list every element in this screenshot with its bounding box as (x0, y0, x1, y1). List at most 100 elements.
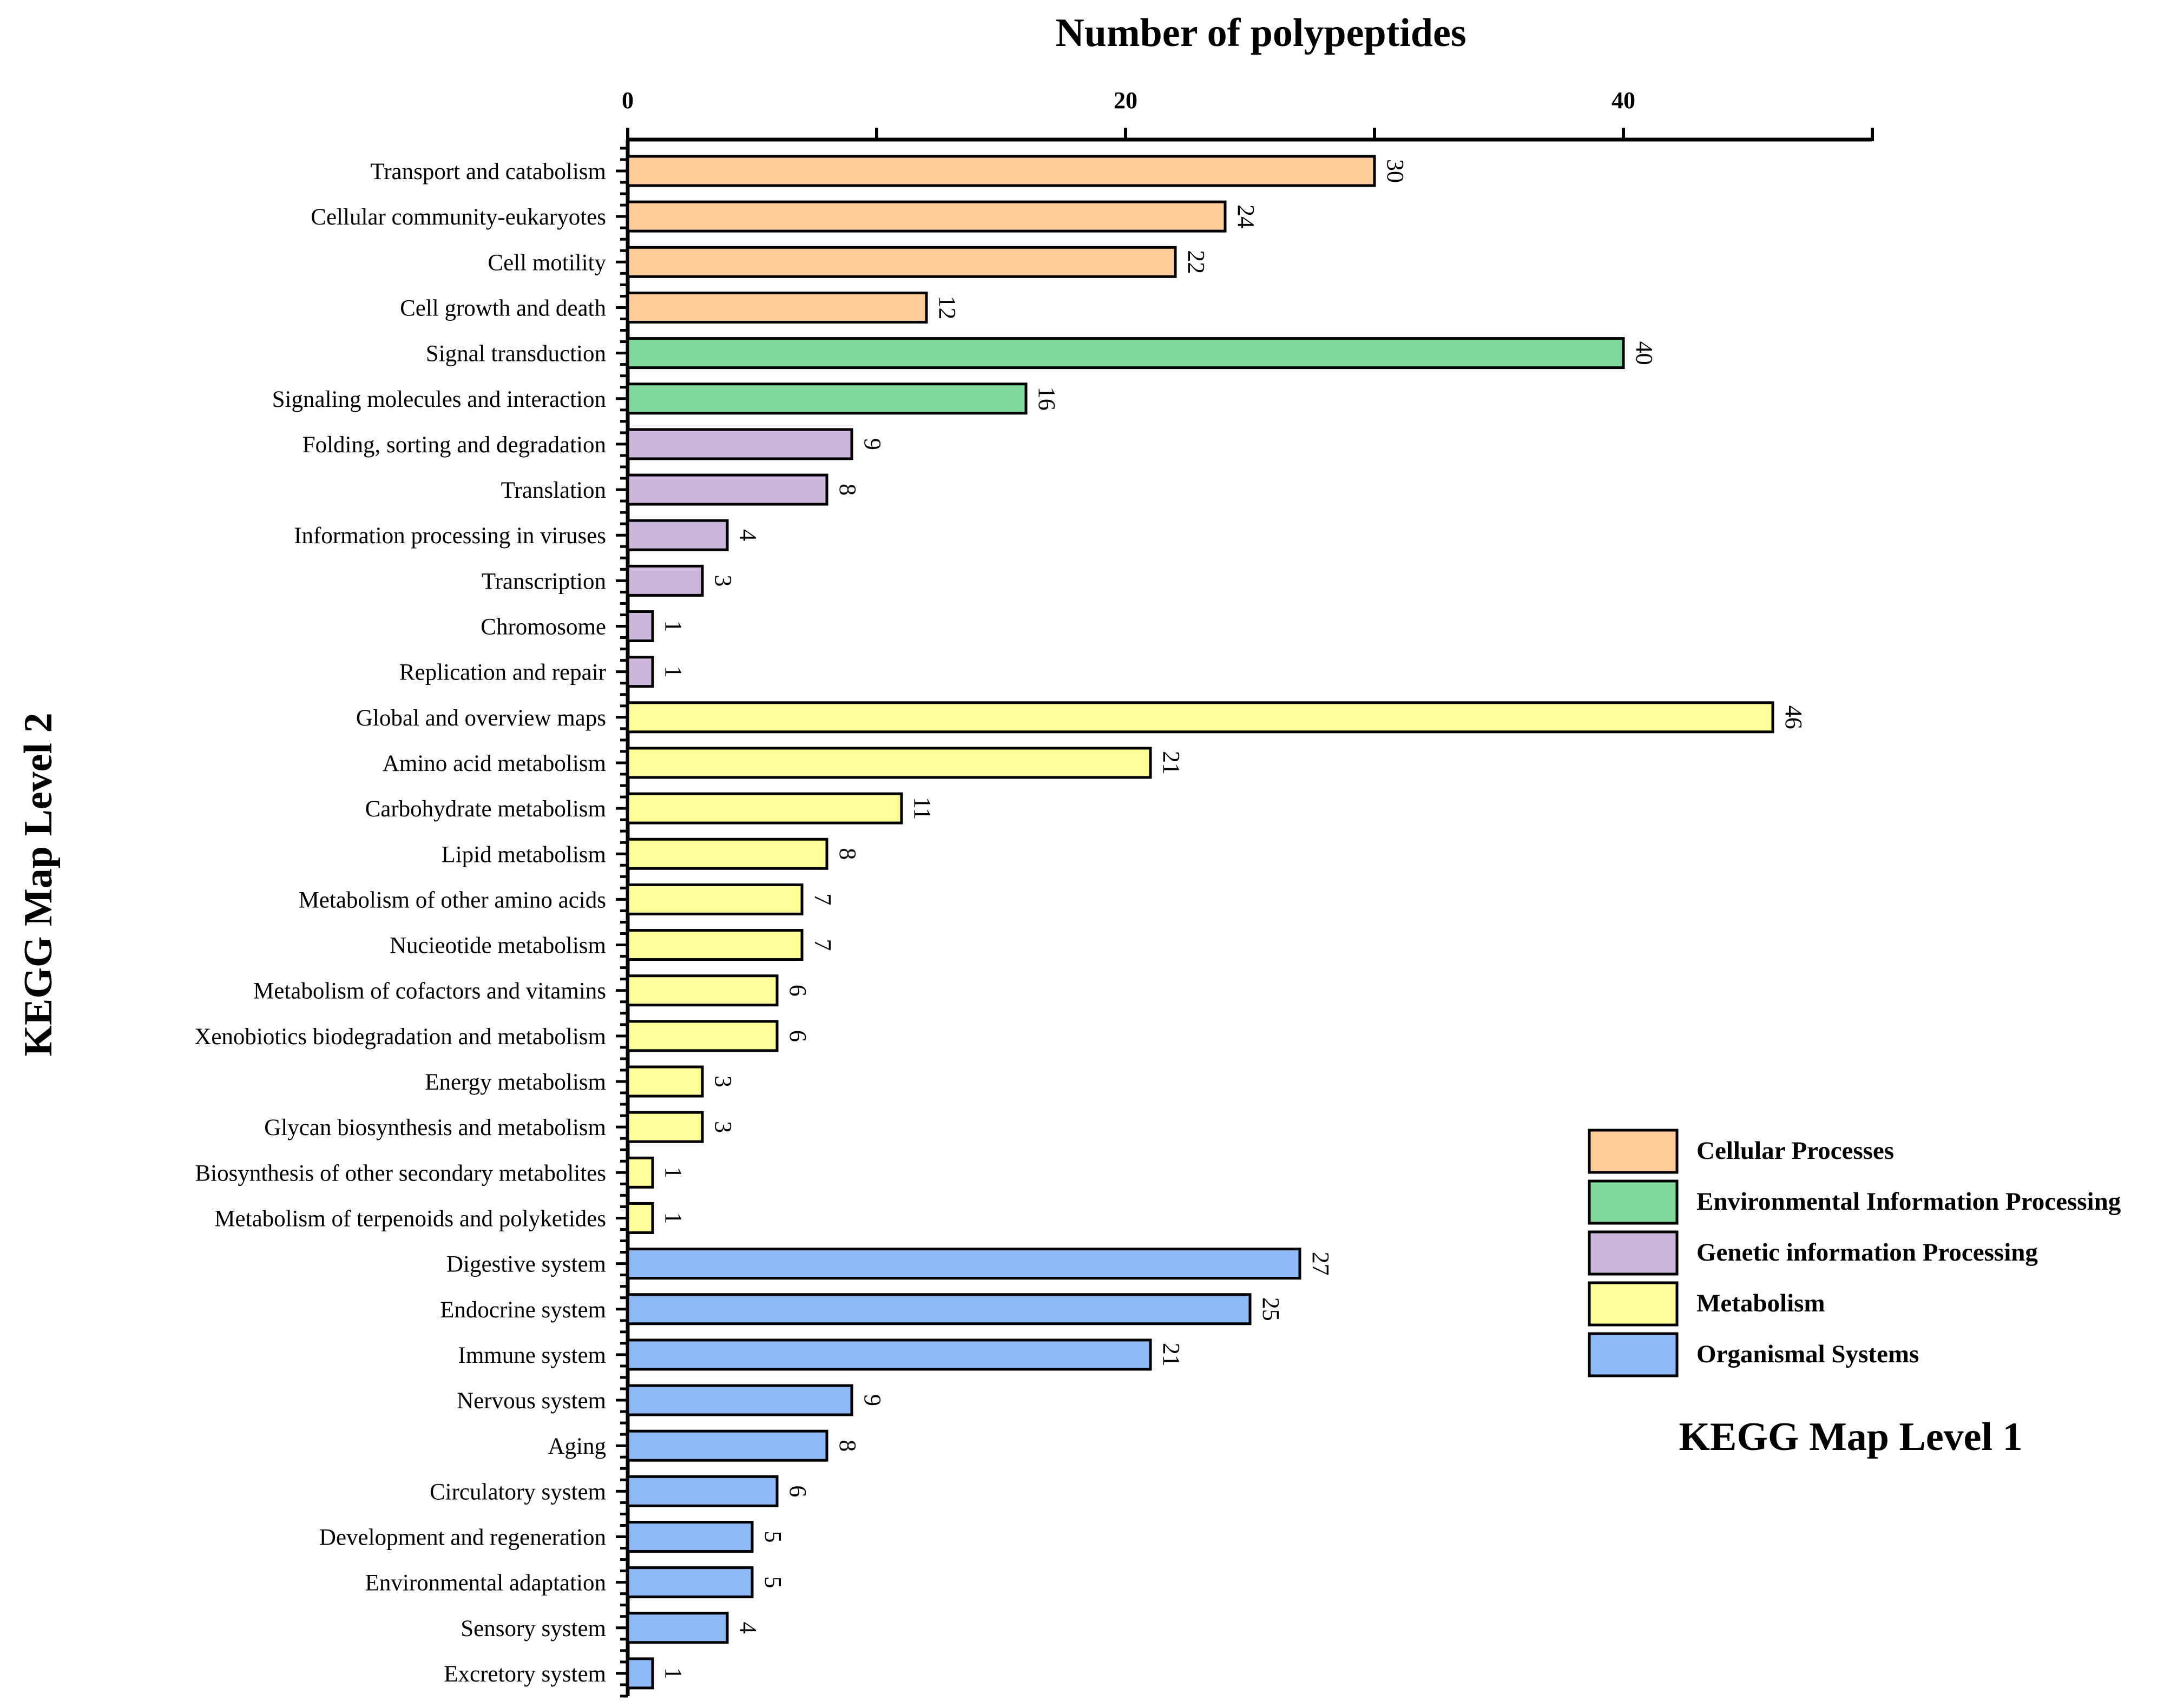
value-label: 3 (710, 1076, 736, 1087)
value-label: 24 (1233, 205, 1259, 228)
category-label: Chromosome (481, 615, 606, 640)
value-label: 40 (1631, 341, 1658, 365)
category-label: Cell motility (488, 250, 606, 275)
value-label: 7 (810, 893, 836, 905)
category-label: Folding, sorting and degradation (302, 432, 606, 458)
value-label: 8 (834, 848, 861, 860)
category-label: Cellular community-eukaryotes (311, 205, 606, 230)
legend-label: Environmental Information Processing (1696, 1188, 2121, 1216)
bar (626, 701, 1774, 734)
category-label: Environmental adaptation (365, 1571, 606, 1596)
bar (626, 428, 853, 460)
legend-title: KEGG Map Level 1 (1679, 1415, 2022, 1459)
category-label: Digestive system (446, 1252, 606, 1277)
bar (626, 200, 1227, 233)
bar (626, 974, 779, 1007)
bar (626, 1384, 853, 1416)
value-label: 1 (660, 666, 687, 678)
value-label: 3 (710, 1121, 736, 1133)
bar (626, 929, 804, 961)
value-label: 5 (760, 1577, 786, 1588)
bar (626, 656, 654, 688)
value-label: 1 (660, 1667, 687, 1679)
legend-swatch (1588, 1230, 1679, 1276)
category-label: Transcription (482, 569, 606, 594)
category-label: Sensory system (461, 1616, 606, 1641)
value-label: 9 (859, 438, 886, 450)
value-label: 9 (859, 1394, 886, 1406)
category-label: Information processing in viruses (294, 523, 606, 549)
category-label: Transport and catabolism (370, 159, 606, 184)
category-label: Replication and repair (399, 660, 606, 685)
legend-label: Metabolism (1696, 1289, 1825, 1317)
legend-swatch (1588, 1179, 1679, 1225)
value-label: 6 (785, 1030, 811, 1042)
value-label: 6 (785, 1485, 811, 1497)
category-label: Amino acid metabolism (383, 751, 606, 776)
x-axis: 0 20 40 (622, 87, 1874, 142)
category-label: Biosynthesis of other secondary metaboli… (195, 1160, 606, 1186)
bar (626, 1065, 704, 1098)
bar (626, 1657, 654, 1690)
legend-label: Genetic information Processing (1696, 1238, 2038, 1267)
value-label: 7 (810, 939, 836, 951)
legend-swatch (1588, 1129, 1679, 1174)
x-tick-label: 40 (1612, 87, 1635, 114)
bar (626, 1156, 654, 1189)
category-label: Circulatory system (430, 1479, 606, 1505)
category-label: Development and regeneration (319, 1525, 606, 1551)
bar (626, 155, 1376, 187)
bars: Transport and catabolism 30 Cellular commu… (194, 155, 1807, 1690)
bar (626, 1248, 1301, 1280)
legend-swatch (1588, 1332, 1679, 1377)
bar (626, 1475, 779, 1507)
category-label: Immune system (458, 1343, 607, 1368)
value-label: 22 (1183, 250, 1209, 274)
y-axis (616, 140, 630, 1698)
bar (626, 1020, 779, 1052)
category-label: Signaling molecules and interaction (272, 387, 606, 412)
bar (626, 383, 1028, 415)
bar (626, 883, 804, 915)
bar (626, 337, 1625, 370)
value-label: 46 (1780, 705, 1807, 729)
bar (626, 747, 1152, 779)
category-label: Endocrine system (440, 1297, 606, 1323)
y-axis-label: KEGG Map Level 2 (16, 713, 61, 1056)
category-label: Energy metabolism (425, 1070, 606, 1095)
category-label: Aging (548, 1434, 607, 1459)
value-label: 11 (909, 797, 936, 820)
category-label: Nucieotide metabolism (390, 933, 606, 959)
bar (626, 837, 828, 870)
bar (626, 610, 654, 642)
category-label: Metabolism of cofactors and vitamins (253, 979, 606, 1004)
value-label: 4 (735, 1622, 761, 1634)
bar (626, 1429, 828, 1462)
category-label: Carbohydrate metabolism (365, 796, 606, 822)
value-label: 3 (710, 575, 736, 586)
x-tick-label: 20 (1114, 87, 1137, 114)
value-label: 27 (1307, 1252, 1334, 1276)
value-label: 30 (1382, 159, 1409, 183)
value-label: 4 (735, 529, 761, 541)
value-label: 5 (760, 1531, 786, 1543)
bar (626, 519, 729, 551)
category-label: Metabolism of other amino acids (299, 887, 606, 913)
value-label: 1 (660, 621, 687, 632)
bar (626, 1612, 729, 1644)
category-label: Global and overview maps (356, 705, 606, 731)
bar (626, 291, 928, 324)
bar (626, 1111, 704, 1143)
category-label: Translation (501, 478, 606, 503)
category-label: Nervous system (457, 1388, 606, 1414)
value-label: 1 (660, 1166, 687, 1178)
x-tick-label: 0 (622, 87, 634, 114)
chart-title: Number of polypeptides (1055, 11, 1466, 55)
value-label: 8 (834, 484, 861, 496)
legend-swatch (1588, 1281, 1679, 1327)
bar (626, 564, 704, 597)
bar (626, 1566, 754, 1599)
bar (626, 792, 903, 825)
legend: Cellular Processes Environmental Informat… (1588, 1129, 2121, 1377)
